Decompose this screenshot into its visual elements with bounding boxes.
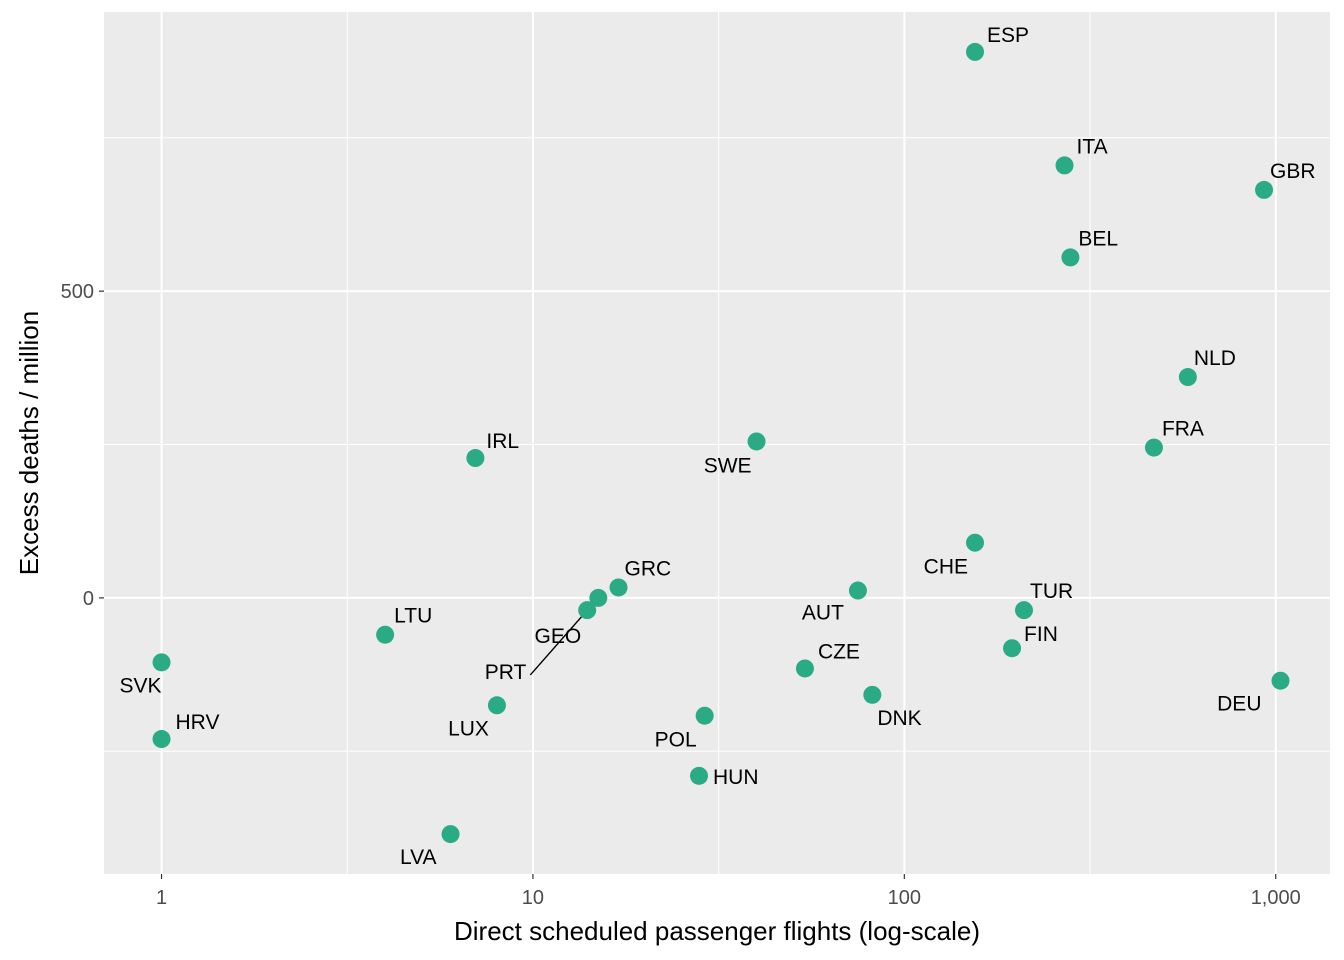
point-aut — [848, 581, 867, 600]
point-label-irl: IRL — [486, 430, 519, 453]
point-hrv — [152, 730, 171, 749]
point-hun — [690, 766, 709, 785]
major-gridlines — [104, 12, 1330, 874]
point-label-pol: POL — [655, 729, 697, 752]
point-fin — [1003, 639, 1022, 658]
x-tick-label: 1,000 — [1251, 887, 1301, 909]
point-label-prt: PRT — [485, 661, 527, 684]
point-label-ltu: LTU — [394, 605, 432, 628]
point-irl — [466, 449, 485, 468]
x-tick-label: 100 — [888, 887, 921, 909]
point-gbr — [1255, 180, 1274, 199]
point-bel — [1061, 248, 1080, 267]
point-label-nld: NLD — [1194, 347, 1236, 370]
point-nld — [1178, 368, 1197, 387]
point-geo — [578, 601, 597, 620]
point-label-lux: LUX — [448, 717, 489, 740]
point-label-svk: SVK — [119, 674, 161, 697]
point-label-fin: FIN — [1024, 623, 1058, 646]
y-tick-label: 0 — [83, 588, 94, 610]
point-deu — [1271, 671, 1290, 690]
point-tur — [1015, 601, 1034, 620]
point-prt — [589, 588, 608, 607]
point-label-bel: BEL — [1078, 227, 1118, 250]
point-label-geo: GEO — [535, 625, 582, 648]
point-lux — [487, 696, 506, 715]
point-label-hun: HUN — [713, 766, 759, 789]
axis-ticks: 1 10 100 1,000 0 500 — [61, 281, 1301, 909]
y-axis-title: Excess deaths / million — [14, 311, 44, 575]
point-label-gbr: GBR — [1270, 160, 1316, 183]
point-label-swe: SWE — [704, 454, 752, 477]
y-tick-label: 500 — [61, 281, 94, 303]
point-label-tur: TUR — [1030, 580, 1073, 603]
x-axis-title: Direct scheduled passenger flights (log-… — [454, 916, 980, 946]
minor-gridlines — [104, 12, 1330, 874]
x-tick-label: 1 — [156, 887, 167, 909]
point-label-dnk: DNK — [877, 707, 921, 730]
point-label-lva: LVA — [400, 846, 437, 869]
point-label-esp: ESP — [987, 24, 1029, 47]
point-label-cze: CZE — [818, 640, 860, 663]
point-esp — [966, 42, 985, 61]
point-labels: ESP ITA GBR BEL NLD FRA SWE IRL CHE AUT TUR GRC GEO P… — [119, 24, 1315, 869]
point-dnk — [863, 685, 882, 704]
point-label-aut: AUT — [802, 602, 844, 625]
point-grc — [609, 578, 628, 597]
point-svk — [152, 653, 171, 672]
point-label-deu: DEU — [1217, 693, 1261, 716]
point-cze — [795, 659, 814, 678]
point-label-fra: FRA — [1162, 418, 1204, 441]
data-points — [152, 42, 1290, 844]
point-che — [966, 533, 985, 552]
plot-panel — [104, 12, 1330, 874]
point-pol — [695, 706, 714, 725]
point-ita — [1055, 156, 1074, 175]
point-ltu — [376, 625, 395, 644]
point-lva — [441, 825, 460, 844]
x-tick-label: 10 — [522, 887, 544, 909]
point-swe — [747, 432, 766, 451]
point-label-che: CHE — [924, 556, 968, 579]
point-label-hrv: HRV — [176, 711, 220, 734]
point-label-ita: ITA — [1077, 135, 1108, 158]
point-fra — [1144, 438, 1163, 457]
point-label-grc: GRC — [625, 557, 672, 580]
